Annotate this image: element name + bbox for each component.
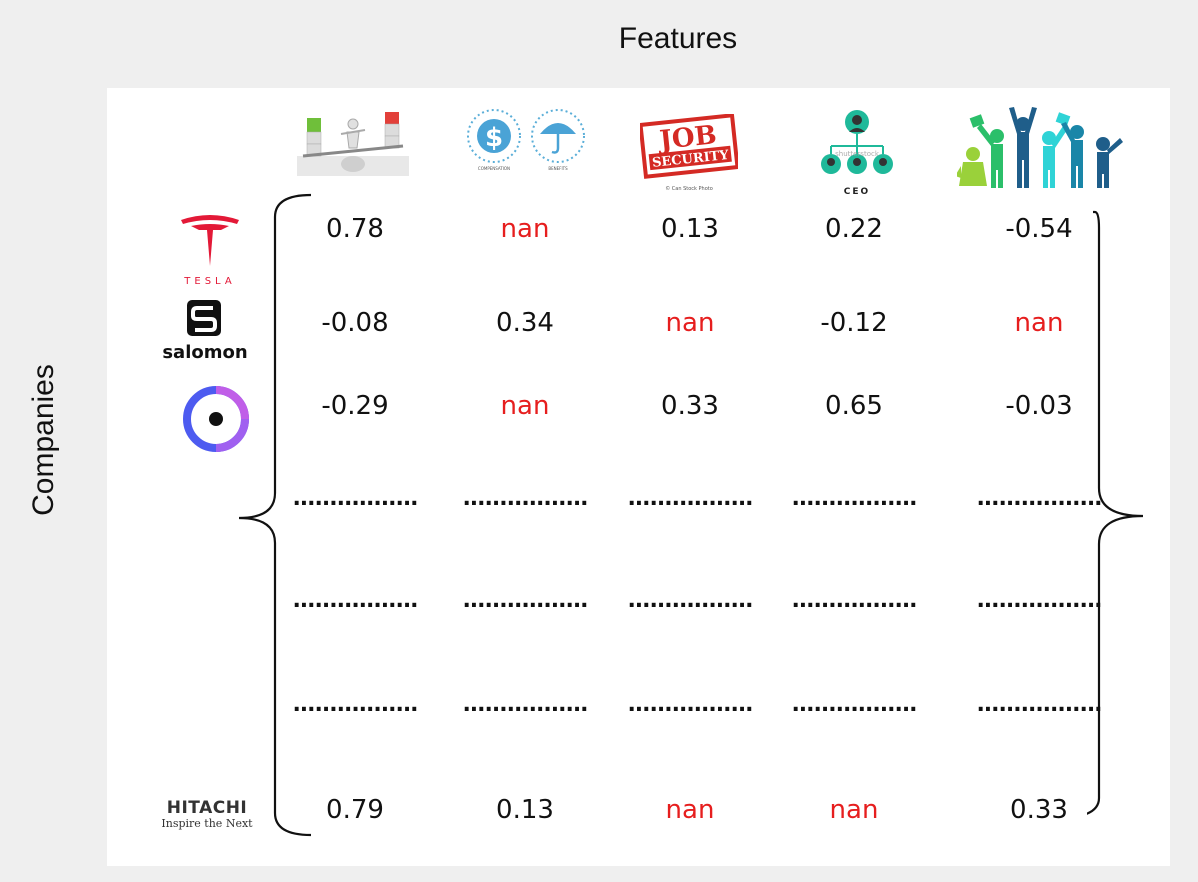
canstock-caption: © Can Stock Photo [665,185,713,192]
ellipsis: ................. [791,486,917,511]
right-brace [1087,210,1144,815]
cell-r1-c2: nan [500,214,550,244]
ellipsis: ................. [462,588,588,613]
companies-axis-title: Companies [27,364,60,516]
cell-r2-c2: 0.34 [496,308,554,338]
work-life-balance-icon [297,112,409,176]
ellipsis: ................. [791,588,917,613]
cell-r2-c4: -0.12 [820,308,888,338]
cell-r1-c1: 0.78 [326,214,384,244]
shutterstock-watermark: shutterstock [835,150,880,158]
cell-r2-c3: nan [665,308,715,338]
ellipsis: ................. [627,692,753,717]
cell-r2-c1: -0.08 [321,308,389,338]
ellipsis: ................. [462,486,588,511]
ellipsis: ................. [462,692,588,717]
hitachi-wordmark: HITACHI [166,798,248,818]
features-axis-title: Features [618,22,738,55]
ellipsis: ................. [292,692,418,717]
matrix-panel: $ COMPENSATION BENEFITS JOB SECURITY © C… [107,88,1170,866]
ellipsis: ................. [976,588,1102,613]
cell-r3-c1: -0.29 [321,391,389,421]
cell-r3-c3: 0.33 [661,391,719,421]
cell-r3-c2: nan [500,391,550,421]
hitachi-tagline: Inspire the Next [161,817,253,830]
ellipsis: ................. [292,588,418,613]
ellipsis: ................. [627,588,753,613]
cell-rlast-c3: nan [665,795,715,825]
cell-r2-c5: nan [1014,308,1064,338]
cell-r1-c5: -0.54 [1005,214,1073,244]
ring-logo [183,386,249,452]
cell-r3-c4: 0.65 [825,391,883,421]
job-security-icon: JOB SECURITY © Can Stock Photo [640,114,738,192]
cell-r3-c5: -0.03 [1005,391,1073,421]
cell-r1-c3: 0.13 [661,214,719,244]
benefits-label: BENEFITS [548,166,568,171]
ellipsis: ................. [976,486,1102,511]
cell-rlast-c5: 0.33 [1010,795,1068,825]
hitachi-logo: HITACHI Inspire the Next [147,798,267,830]
svg-text:$: $ [485,123,503,153]
salomon-logo: salomon [162,300,248,362]
ceo-label: CEO [844,187,870,197]
ellipsis: ................. [791,692,917,717]
tesla-wordmark: TESLA [183,276,235,286]
ellipsis: ................. [627,486,753,511]
cell-r1-c4: 0.22 [825,214,883,244]
ellipsis: ................. [976,692,1102,717]
ceo-org-chart-icon: shutterstock CEO [821,110,893,197]
salomon-wordmark: salomon [162,342,247,362]
compensation-label: COMPENSATION [478,166,510,171]
cell-rlast-c4: nan [829,795,879,825]
ellipsis: ................. [292,486,418,511]
cell-rlast-c2: 0.13 [496,795,554,825]
tesla-logo: TESLA [181,215,239,286]
cell-rlast-c1: 0.79 [326,795,384,825]
left-brace [238,193,312,837]
career-celebration-icon [957,107,1123,188]
compensation-benefits-icon: $ COMPENSATION BENEFITS [467,109,585,171]
